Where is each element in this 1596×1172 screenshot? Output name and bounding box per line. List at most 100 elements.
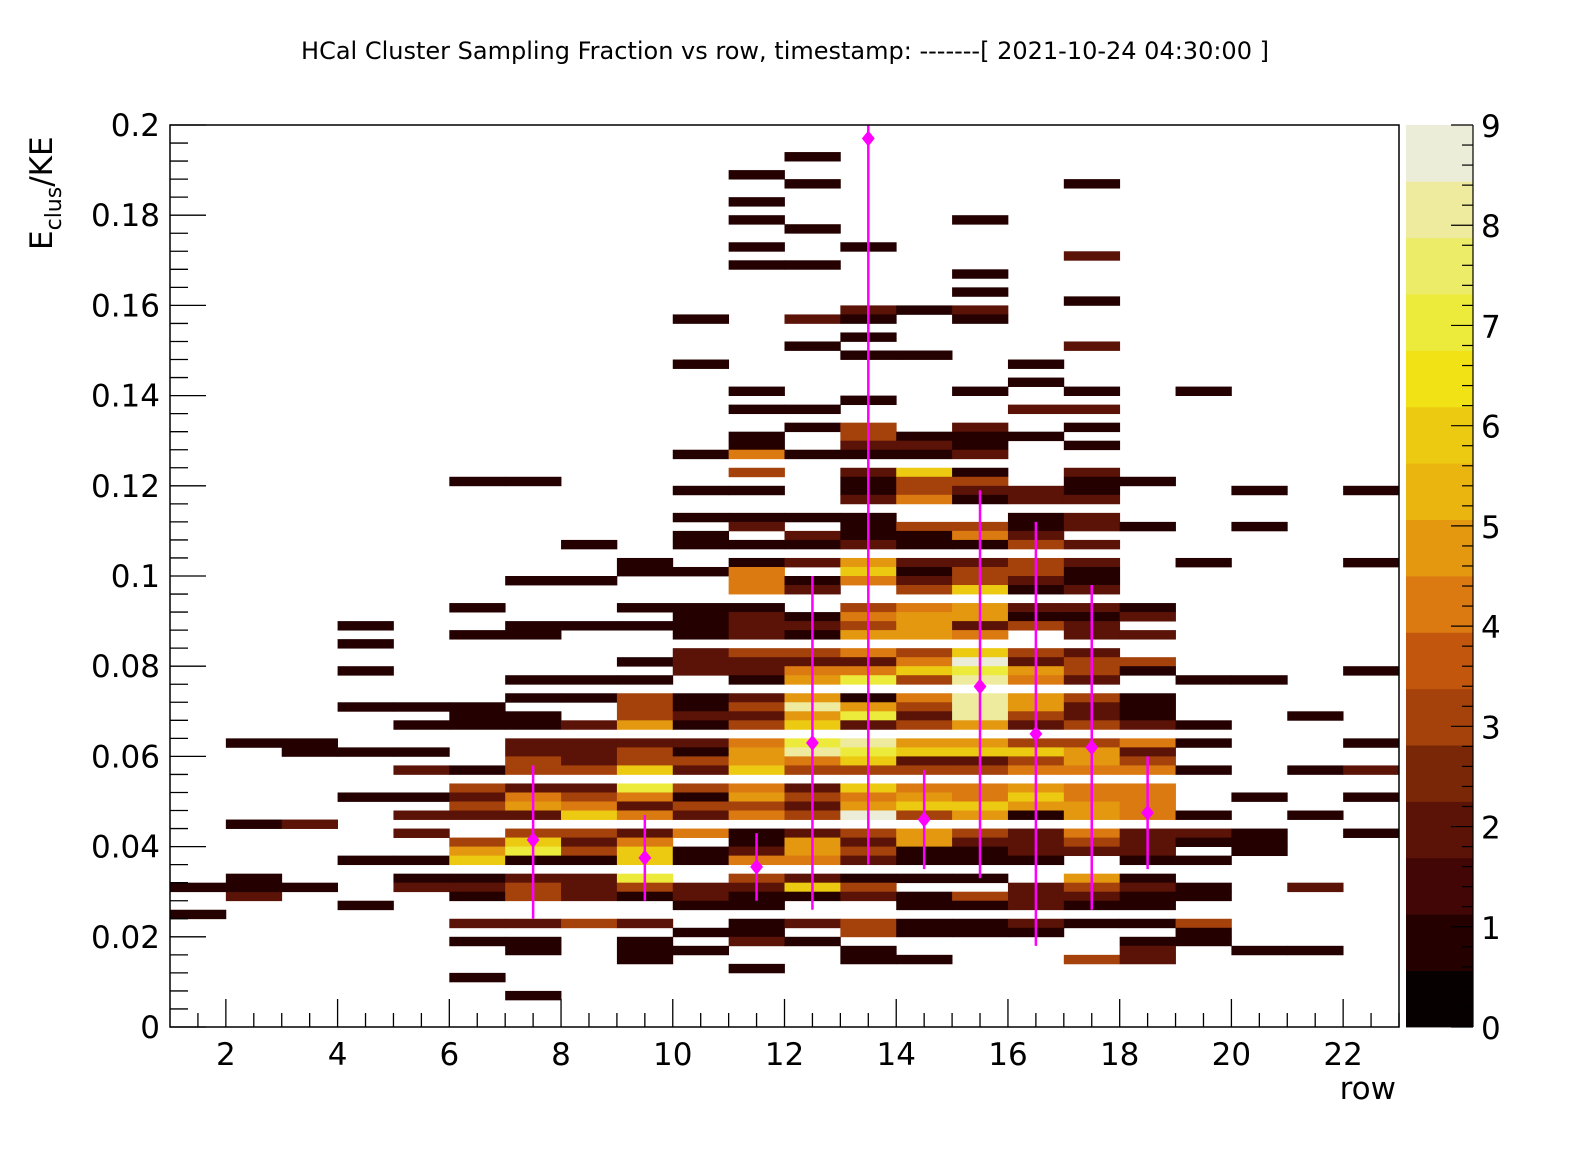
heatmap-cell: [281, 738, 338, 748]
heatmap-cell: [449, 837, 506, 847]
x-tick-label: 10: [653, 1037, 692, 1073]
heatmap-cell: [449, 603, 506, 613]
y-tick-label: 0.1: [111, 559, 160, 595]
heatmap-cell: [1175, 837, 1232, 847]
heatmap-cell: [672, 566, 730, 577]
heatmap-cell: [561, 783, 618, 793]
heatmap-cell: [784, 918, 841, 929]
heatmap-cell: [616, 801, 674, 811]
heatmap-cell: [505, 630, 562, 640]
heatmap-cell: [616, 711, 674, 721]
heatmap-cell: [616, 756, 674, 766]
heatmap-cell: [896, 557, 953, 568]
heatmap-cell: [728, 440, 785, 451]
colorbar-tick-label: 3: [1481, 710, 1501, 746]
heatmap-cell: [728, 675, 785, 685]
y-tick-label: 0: [140, 1010, 160, 1046]
heatmap-cell: [1175, 936, 1232, 947]
colorbar-swatch: [1406, 350, 1473, 408]
heatmap-cell: [728, 657, 785, 667]
heatmap-cell: [170, 909, 227, 920]
heatmap-cell: [1063, 512, 1121, 523]
heatmap-cell: [784, 152, 841, 162]
heatmap-cell: [672, 720, 730, 730]
heatmap-cell: [1007, 431, 1065, 442]
heatmap-cell: [672, 702, 730, 712]
heatmap-cell: [952, 386, 1009, 396]
heatmap-cell: [449, 476, 506, 487]
heatmap-cell: [728, 918, 785, 929]
heatmap-cell: [616, 747, 674, 757]
heatmap-cell: [1119, 738, 1176, 748]
heatmap-cell: [1231, 792, 1288, 802]
heatmap-cell: [1063, 476, 1121, 487]
heatmap-cell: [616, 702, 674, 712]
heatmap-cell: [1119, 747, 1176, 757]
heatmap-cell: [952, 314, 1009, 324]
heatmap-cell: [728, 449, 785, 460]
heatmap-cell: [616, 557, 674, 568]
heatmap-cell: [896, 585, 953, 595]
heatmap-cell: [616, 566, 674, 577]
heatmap-cell: [896, 603, 953, 613]
heatmap-cell: [561, 846, 618, 857]
heatmap-cell: [616, 675, 674, 685]
colorbar-tick-label: 1: [1481, 911, 1501, 947]
heatmap-cell: [952, 215, 1009, 225]
heatmap-cell: [728, 711, 785, 721]
heatmap-cell: [1287, 711, 1344, 721]
heatmap-cell: [896, 873, 953, 884]
heatmap-cell: [449, 882, 506, 893]
heatmap-cell: [952, 476, 1009, 487]
heatmap-cell: [728, 170, 785, 180]
heatmap-cell: [393, 855, 450, 866]
heatmap-cell: [616, 621, 674, 631]
heatmap-cell: [896, 630, 953, 640]
heatmap-cell: [896, 711, 953, 721]
heatmap-cell: [896, 675, 953, 685]
heatmap-cell: [672, 783, 730, 793]
heatmap-cell: [896, 756, 953, 766]
heatmap-cell: [728, 783, 785, 793]
colorbar-tick-label: 4: [1481, 610, 1501, 646]
heatmap-cell: [1063, 494, 1121, 505]
heatmap-cell: [561, 621, 618, 631]
heatmap-cell: [1063, 576, 1121, 586]
heatmap-cell: [393, 792, 450, 802]
heatmap-cell: [1119, 945, 1176, 956]
heatmap-cell: [561, 801, 618, 811]
colorbar-swatch: [1406, 632, 1473, 690]
heatmap-cell: [728, 810, 785, 820]
colorbar-swatch: [1406, 745, 1473, 802]
heatmap-cell: [952, 305, 1009, 315]
heatmap-cell: [728, 566, 785, 577]
heatmap-cell: [728, 215, 785, 225]
heatmap-cell: [896, 467, 953, 478]
profile-point: [1085, 739, 1099, 756]
heatmap-cell: [561, 720, 618, 730]
colorbar-swatch: [1406, 576, 1473, 633]
heatmap-cell: [672, 891, 730, 902]
heatmap-cell: [505, 693, 562, 703]
heatmap-cell: [784, 422, 841, 433]
heatmap-cell: [784, 314, 841, 324]
heatmap-cell: [449, 891, 506, 902]
heatmap-cell: [225, 891, 283, 902]
heatmap-cell: [672, 828, 730, 838]
heatmap-cell: [1231, 675, 1288, 685]
profile-point: [1141, 804, 1155, 821]
heatmap-cell: [505, 918, 562, 929]
heatmap-cell: [728, 720, 785, 730]
colorbar-tick-label: 2: [1481, 811, 1501, 847]
heatmap-cell: [896, 431, 953, 442]
heatmap-cell: [728, 612, 785, 622]
heatmap-cell: [1119, 702, 1176, 712]
heatmap-cell: [1231, 828, 1288, 838]
heatmap-cell: [728, 539, 785, 550]
heatmap-cell: [1287, 882, 1344, 893]
colorbar-swatch: [1406, 857, 1473, 915]
heatmap-cell: [393, 747, 450, 757]
colorbar-swatch: [1406, 406, 1473, 464]
heatmap-cell: [561, 747, 618, 757]
